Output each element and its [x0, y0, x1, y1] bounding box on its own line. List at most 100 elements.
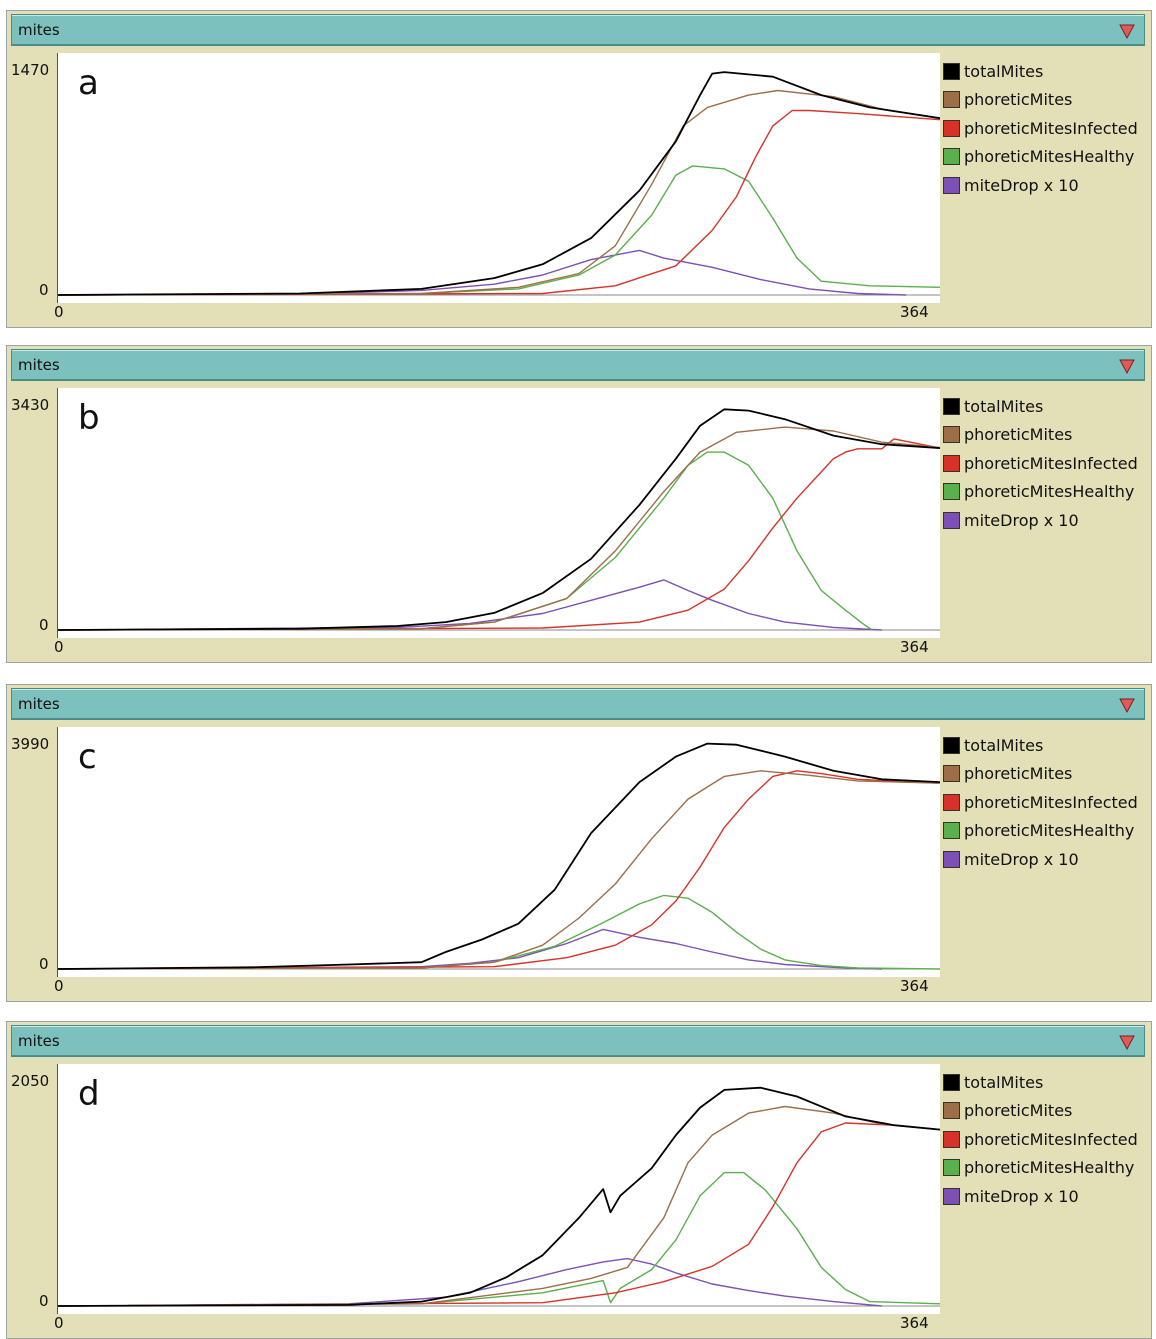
- plot-header[interactable]: mites: [11, 1025, 1145, 1057]
- legend-swatch: [943, 483, 960, 501]
- series-line-phoreticMitesHealthy: [58, 451, 873, 631]
- series-line-phoreticMitesInfected: [58, 1122, 940, 1307]
- plot-panel-b: mites 3430 0 b 0 364 totalMites phoreticM…: [6, 345, 1152, 663]
- legend-item: phoreticMites: [943, 760, 1138, 789]
- legend-item: totalMites: [943, 392, 1138, 421]
- legend-label: phoreticMitesHealthy: [964, 1158, 1135, 1178]
- legend-label: phoreticMitesInfected: [964, 1129, 1138, 1149]
- legend: totalMites phoreticMites phoreticMitesInfe…: [943, 1068, 1138, 1211]
- y-axis-max-label: 2050: [11, 1072, 50, 1090]
- legend-label: miteDrop x 10: [964, 175, 1079, 195]
- plot-header[interactable]: mites: [11, 14, 1145, 46]
- legend-label: phoreticMites: [964, 90, 1073, 110]
- plot-area: d: [57, 1064, 940, 1314]
- legend-item: phoreticMitesHealthy: [943, 143, 1138, 172]
- panel-letter: a: [78, 63, 99, 103]
- legend-label: miteDrop x 10: [964, 510, 1079, 530]
- y-axis-max-label: 1470: [11, 61, 50, 79]
- series-line-phoreticMites: [58, 89, 940, 296]
- y-axis-min-label: 0: [39, 1292, 49, 1310]
- x-axis-max-label: 364: [900, 303, 929, 321]
- series-line-phoreticMites: [58, 426, 940, 631]
- series-line-phoreticMitesHealthy: [58, 1171, 940, 1307]
- series-line-phoreticMitesInfected: [58, 109, 940, 296]
- legend-label: phoreticMitesInfected: [964, 118, 1138, 138]
- legend-swatch: [943, 793, 960, 811]
- legend: totalMites phoreticMites phoreticMitesInfe…: [943, 57, 1138, 200]
- legend-swatch: [943, 511, 960, 529]
- legend-label: totalMites: [964, 1072, 1044, 1092]
- legend-swatch: [943, 822, 960, 840]
- triangle-down-icon[interactable]: [1118, 1033, 1136, 1051]
- legend-label: phoreticMitesInfected: [964, 792, 1138, 812]
- line-chart: [58, 408, 940, 631]
- y-axis-min-label: 0: [39, 281, 49, 299]
- triangle-down-icon[interactable]: [1118, 696, 1136, 714]
- legend-swatch: [943, 1073, 960, 1091]
- legend-swatch: [943, 119, 960, 137]
- series-line-phoreticMites: [58, 1105, 940, 1307]
- legend-item: phoreticMitesInfected: [943, 1125, 1138, 1154]
- legend: totalMites phoreticMites phoreticMitesInfe…: [943, 392, 1138, 535]
- legend-swatch: [943, 1102, 960, 1120]
- legend-item: phoreticMitesInfected: [943, 114, 1138, 143]
- plot-area: b: [57, 388, 940, 638]
- plot-title: mites: [18, 695, 60, 713]
- line-chart: [58, 742, 940, 970]
- legend-item: phoreticMitesHealthy: [943, 817, 1138, 846]
- legend-item: phoreticMitesInfected: [943, 788, 1138, 817]
- legend-swatch: [943, 1187, 960, 1205]
- panel-letter: b: [78, 398, 100, 438]
- x-axis-min-label: 0: [54, 303, 64, 321]
- legend-label: miteDrop x 10: [964, 1186, 1079, 1206]
- legend-swatch: [943, 1130, 960, 1148]
- series-line-miteDrop-x-10: [58, 928, 882, 970]
- legend-swatch: [943, 850, 960, 868]
- legend-swatch: [943, 397, 960, 415]
- legend-item: phoreticMitesHealthy: [943, 478, 1138, 507]
- legend-item: miteDrop x 10: [943, 506, 1138, 535]
- legend-swatch: [943, 176, 960, 194]
- plot-area: a: [57, 53, 940, 303]
- triangle-down-icon[interactable]: [1118, 22, 1136, 40]
- y-axis-min-label: 0: [39, 955, 49, 973]
- panel-letter: c: [78, 737, 97, 777]
- series-line-miteDrop-x-10: [58, 579, 882, 631]
- plot-title: mites: [18, 356, 60, 374]
- legend-swatch: [943, 62, 960, 80]
- legend-item: phoreticMites: [943, 421, 1138, 450]
- legend-label: miteDrop x 10: [964, 849, 1079, 869]
- y-axis-max-label: 3430: [11, 396, 50, 414]
- plot-header[interactable]: mites: [11, 688, 1145, 720]
- legend-label: phoreticMitesHealthy: [964, 821, 1135, 841]
- legend-swatch: [943, 148, 960, 166]
- x-axis-max-label: 364: [900, 638, 929, 656]
- legend-label: totalMites: [964, 396, 1044, 416]
- series-line-totalMites: [58, 1086, 940, 1307]
- series-line-phoreticMitesInfected: [58, 438, 940, 631]
- legend-label: phoreticMitesInfected: [964, 453, 1138, 473]
- legend-label: phoreticMites: [964, 1101, 1073, 1121]
- plot-title: mites: [18, 1032, 60, 1050]
- legend-item: totalMites: [943, 731, 1138, 760]
- line-chart: [58, 1086, 940, 1307]
- legend-swatch: [943, 1159, 960, 1177]
- y-axis-min-label: 0: [39, 616, 49, 634]
- triangle-down-icon[interactable]: [1118, 357, 1136, 375]
- legend-item: miteDrop x 10: [943, 845, 1138, 874]
- legend-label: phoreticMites: [964, 764, 1073, 784]
- line-chart: [58, 71, 940, 296]
- legend-item: phoreticMitesHealthy: [943, 1154, 1138, 1183]
- legend-item: miteDrop x 10: [943, 1182, 1138, 1211]
- x-axis-max-label: 364: [900, 977, 929, 995]
- legend-label: phoreticMitesHealthy: [964, 147, 1135, 167]
- plot-header[interactable]: mites: [11, 349, 1145, 381]
- series-line-totalMites: [58, 408, 940, 631]
- legend-item: phoreticMites: [943, 86, 1138, 115]
- x-axis-min-label: 0: [54, 638, 64, 656]
- legend-swatch: [943, 765, 960, 783]
- series-line-miteDrop-x-10: [58, 249, 907, 296]
- legend-swatch: [943, 426, 960, 444]
- series-line-phoreticMitesInfected: [58, 770, 940, 970]
- legend-swatch: [943, 736, 960, 754]
